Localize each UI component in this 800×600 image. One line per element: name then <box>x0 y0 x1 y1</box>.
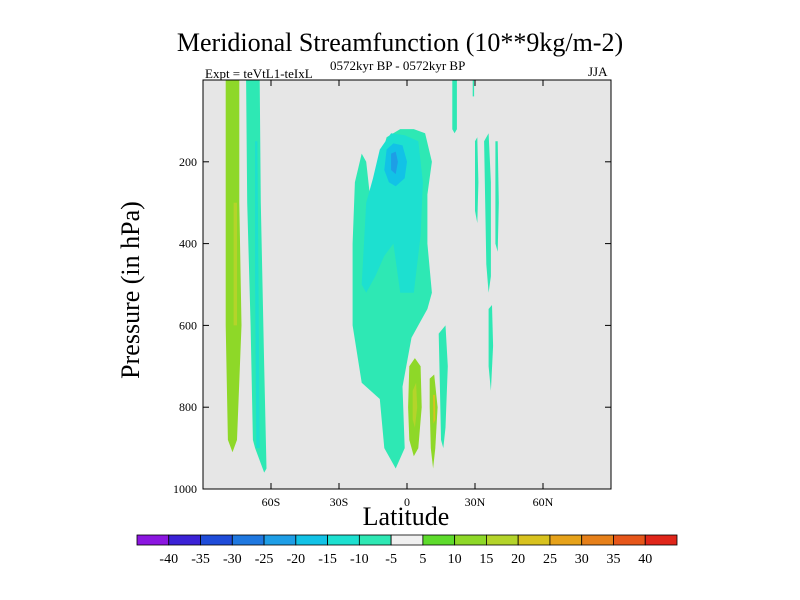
colorbar-box <box>136 534 170 546</box>
experiment-subtitle: Expt = teVtL1-teIxL <box>205 66 313 81</box>
contour-region-sh-positive-core <box>233 202 237 326</box>
colorbar-box <box>390 534 424 546</box>
x-axis-label: Latitude <box>362 502 450 531</box>
colorbar-label: 20 <box>511 552 525 567</box>
colorbar-label: 40 <box>638 552 652 567</box>
colorbar-label: 30 <box>575 552 589 567</box>
season-subtitle: JJA <box>588 64 608 79</box>
colorbar-box <box>422 534 456 546</box>
x-tick-label: 60S <box>262 495 281 509</box>
contour-region-nh-positive-lobe-west-core <box>412 382 418 428</box>
y-tick-label: 400 <box>179 237 197 251</box>
contour-region-tropical-negative-core <box>391 151 398 175</box>
colorbar-box <box>327 534 360 546</box>
x-tick-label: 30S <box>330 495 349 509</box>
colorbar-label: -40 <box>159 552 178 567</box>
contour-region-nh-negative-strip-bottom <box>488 305 494 391</box>
colorbar-box <box>613 534 646 546</box>
colorbar-label: 10 <box>448 552 462 567</box>
colorbar-box <box>517 534 551 546</box>
colorbar-label: -35 <box>191 552 210 567</box>
colorbar-label: -25 <box>255 552 274 567</box>
y-tick-label: 200 <box>179 155 197 169</box>
colorbar-label: 15 <box>479 552 493 567</box>
contour-region-nh-negative-strip-mid <box>484 133 491 293</box>
colorbar-label: -15 <box>318 552 337 567</box>
y-tick-label: 800 <box>179 400 197 414</box>
contour-region-nh-negative-strip-lower <box>495 141 499 252</box>
y-tick-label: 1000 <box>173 482 197 496</box>
colorbar-label: 5 <box>419 552 426 567</box>
x-tick-label: 0 <box>404 495 410 509</box>
colorbar-box <box>263 534 297 546</box>
contour-region-nh-negative-strip-small <box>475 137 479 224</box>
chart-title: Meridional Streamfunction (10**9kg/m-2) <box>176 28 624 57</box>
colorbar-box <box>644 534 678 546</box>
colorbar-label: -10 <box>350 552 369 567</box>
contour-region-sh-negative-band-inner <box>255 141 260 449</box>
x-tick-label: 30N <box>465 495 486 509</box>
contour-region-nh-negative-strip-top <box>452 80 457 134</box>
colorbar-box <box>200 534 233 546</box>
colorbar-box <box>295 534 328 546</box>
colorbar-box <box>454 534 487 546</box>
colorbar-box <box>358 534 392 546</box>
colorbar-box <box>549 534 583 546</box>
colorbar-label: 25 <box>543 552 557 567</box>
colorbar-box <box>486 534 519 546</box>
colorbar-box <box>231 534 265 546</box>
colorbar-label: -5 <box>385 552 397 567</box>
colorbar-box <box>581 534 614 546</box>
colorbar-box <box>168 534 201 546</box>
colorbar-label: -30 <box>223 552 242 567</box>
contour-region-nh-negative-lobe-lower <box>438 325 448 449</box>
y-tick-label: 600 <box>179 318 197 332</box>
contour-region-nh-positive-lobe-east-core <box>433 394 436 424</box>
contour-region-tropical-negative-middle <box>361 133 423 293</box>
contour-region-nh-negative-dot <box>472 80 475 97</box>
period-subtitle: 0572kyr BP - 0572kyr BP <box>330 58 466 73</box>
colorbar-label: 35 <box>606 552 620 567</box>
x-tick-label: 60N <box>533 495 554 509</box>
colorbar-label: -20 <box>286 552 305 567</box>
